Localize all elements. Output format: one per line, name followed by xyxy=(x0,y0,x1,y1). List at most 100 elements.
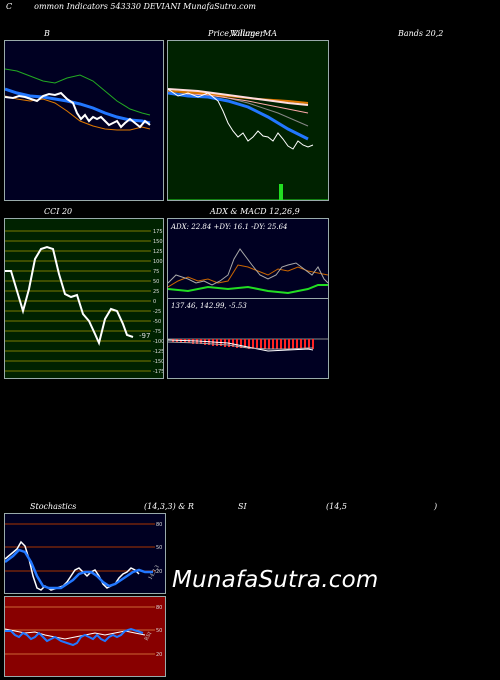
price-line xyxy=(5,91,151,129)
macd-bar xyxy=(180,339,182,343)
volume-label: Volume, xyxy=(230,29,263,38)
rsi-chart: 80 50 20 RSI xyxy=(5,605,162,658)
macd-bar xyxy=(196,339,198,344)
stoch-tick-label: 80 xyxy=(156,522,162,528)
adx-values-text: ADX: 22.84 +DY: 16.1 -DY: 25.64 xyxy=(170,223,287,231)
cci-line xyxy=(5,245,134,347)
macd-bar xyxy=(236,339,238,348)
rsi-white-line xyxy=(5,628,146,640)
macd-bar xyxy=(284,339,286,349)
cci-grid: 175 150 125 100 75 50 25 0 -25 -50 -75 -100 -125 -150… xyxy=(5,229,164,375)
rsi-panel: 80 50 20 RSI xyxy=(4,596,166,677)
lower-band-line xyxy=(5,95,151,131)
upper-band-line xyxy=(5,68,151,116)
cci-tick-label: -75 xyxy=(153,329,161,335)
bollinger-bands-panel xyxy=(4,40,164,201)
macd-bar xyxy=(280,339,282,349)
macd-bar xyxy=(252,339,254,349)
macd-bar xyxy=(292,339,294,349)
stoch-grid: 80 50 20 xyxy=(5,522,162,575)
macd-bar xyxy=(248,339,250,349)
rsi-tick-label: 20 xyxy=(156,652,162,658)
cci-tick-label: -150 xyxy=(153,359,164,365)
cci-tick-label: -50 xyxy=(153,319,161,325)
macd-bar xyxy=(308,339,310,349)
macd-bar xyxy=(256,339,258,349)
villager-label: Villager xyxy=(232,29,264,38)
rsi-tick-label: 80 xyxy=(156,605,162,611)
stoch-tick-label: 50 xyxy=(156,545,162,551)
volume-bar xyxy=(279,184,283,200)
macd-bar xyxy=(288,339,290,349)
middle-band-line xyxy=(5,87,151,125)
signal-line xyxy=(168,341,313,350)
macd-bar xyxy=(268,339,270,349)
adx-macd-label: ADX & MACD 12,26,9 xyxy=(210,207,300,216)
title-text: ommon Indicators 543330 DEVIANI MunafaSu… xyxy=(34,2,256,11)
price-volume-panel xyxy=(167,40,329,201)
cci-tick-label: -25 xyxy=(153,309,161,315)
cci-tick-label: 100 xyxy=(153,259,163,265)
macd-bar xyxy=(204,339,206,345)
rsi-line xyxy=(5,627,144,647)
cci-panel: 175 150 125 100 75 50 25 0 -25 -50 -75 -100 -125 -150… xyxy=(4,218,164,379)
price-ma-chart xyxy=(168,88,328,200)
adx-panel: ADX: 22.84 +DY: 16.1 -DY: 25.64 xyxy=(167,218,329,299)
macd-bar xyxy=(232,339,234,347)
title-initial: C xyxy=(6,2,13,11)
bollinger-chart xyxy=(5,68,151,131)
cci-tick-label: 75 xyxy=(153,269,159,275)
macd-bar xyxy=(192,339,194,344)
macd-chart: 137.46, 142.99, -5.53 xyxy=(168,302,328,352)
rsi-tick-label: 50 xyxy=(156,628,162,634)
stoch-label-e: ) xyxy=(434,502,438,511)
macd-bar xyxy=(260,339,262,349)
stoch-tick-label: 20 xyxy=(156,569,162,575)
macd-bar xyxy=(244,339,246,348)
cci-tick-label: 0 xyxy=(153,299,156,305)
macd-bar xyxy=(240,339,242,348)
macd-bar xyxy=(300,339,302,349)
macd-values-text: 137.46, 142.99, -5.53 xyxy=(171,302,247,310)
cci-tick-label: 150 xyxy=(153,239,163,245)
price-label: Price, xyxy=(208,29,232,38)
cci-chart: 175 150 125 100 75 50 25 0 -25 -50 -75 -100 -125 -150… xyxy=(5,229,164,375)
stoch-d-line xyxy=(5,548,153,590)
stoch-label-d: (14,5 xyxy=(326,502,347,511)
cci-tick-label: 125 xyxy=(153,249,163,255)
macd-bar xyxy=(276,339,278,349)
macd-bar xyxy=(264,339,266,349)
cci-value-label: -97 xyxy=(139,332,150,340)
cci-label: CCI 20 xyxy=(44,207,73,216)
stoch-label-a: Stochastics xyxy=(30,502,77,511)
cci-tick-label: 175 xyxy=(153,229,163,235)
macd-bar xyxy=(304,339,306,349)
bands-label: Bands 20,2 xyxy=(398,29,444,38)
watermark: MunafaSutra.com xyxy=(172,567,379,593)
stoch-label-b: (14,3,3) & R xyxy=(144,502,194,511)
stoch-label-c: SI xyxy=(238,502,247,511)
stochastics-panel: 80 50 20 14,3,3 xyxy=(4,513,166,594)
macd-bar xyxy=(296,339,298,349)
adx-chart: ADX: 22.84 +DY: 16.1 -DY: 25.64 xyxy=(168,223,328,295)
bollinger-label: B xyxy=(44,29,50,38)
cci-tick-label: -100 xyxy=(153,339,164,345)
macd-panel: 137.46, 142.99, -5.53 xyxy=(167,298,329,379)
plus-di-line xyxy=(168,264,328,288)
ma-pink-line xyxy=(168,92,309,114)
cci-tick-label: -125 xyxy=(153,349,164,355)
macd-bar xyxy=(312,339,314,349)
ma-white-line xyxy=(168,88,309,106)
cci-tick-label: -175 xyxy=(153,369,164,375)
macd-bar xyxy=(272,339,274,349)
cci-tick-label: 50 xyxy=(153,279,159,285)
rsi-side-label: RSI xyxy=(144,631,154,642)
price-white-line xyxy=(168,88,314,150)
ma-label: MA xyxy=(263,29,277,38)
cci-tick-label: 25 xyxy=(153,289,159,295)
minus-di-line xyxy=(168,248,328,286)
adx-line xyxy=(168,284,328,295)
ma-blue-line xyxy=(168,91,309,141)
